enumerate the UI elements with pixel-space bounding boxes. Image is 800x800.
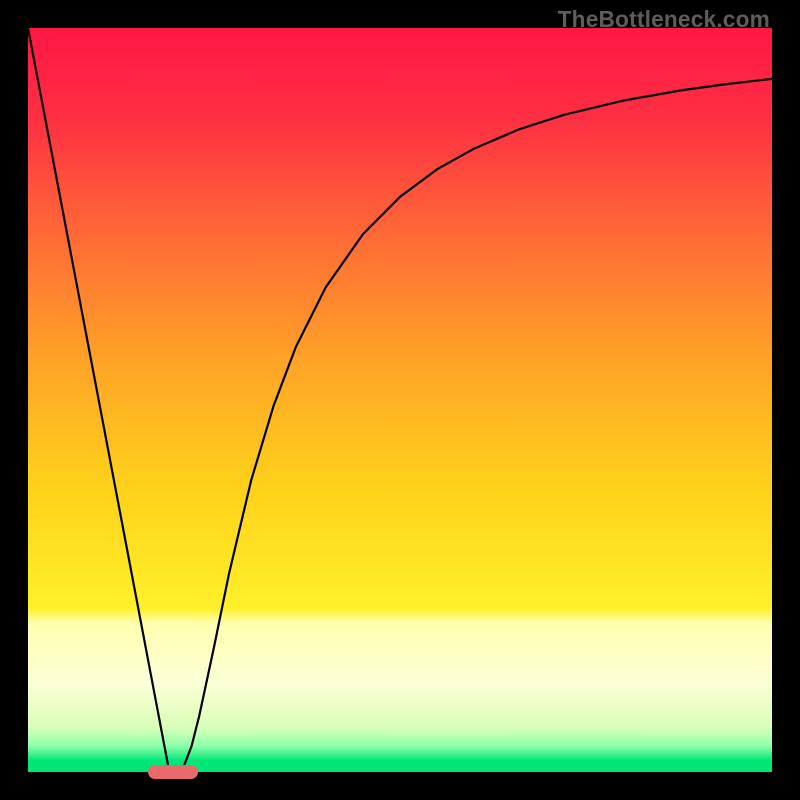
highlight-marker bbox=[148, 765, 199, 780]
figure-container: TheBottleneck.com bbox=[0, 0, 800, 800]
curve-layer bbox=[28, 28, 772, 772]
plot-area bbox=[28, 28, 772, 772]
watermark-text: TheBottleneck.com bbox=[558, 6, 770, 33]
bottleneck-curve bbox=[28, 28, 772, 772]
